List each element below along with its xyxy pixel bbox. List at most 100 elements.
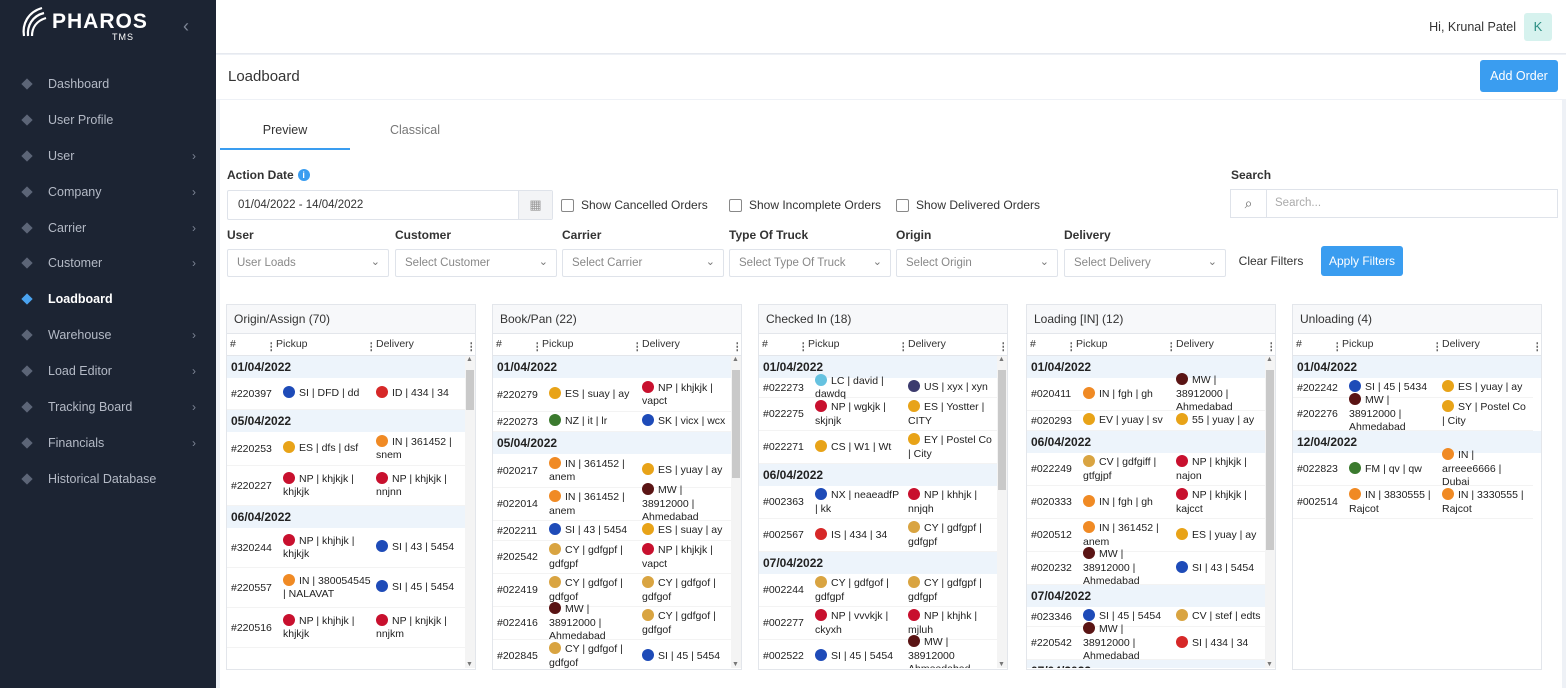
scrollbar[interactable]: ▲ ▼	[1265, 356, 1275, 668]
order-id[interactable]: #022419	[497, 584, 538, 596]
load-row[interactable]: #022249 CV | gdfgiff | gtfgjpf NP | khjkjk…	[1027, 453, 1267, 486]
scrollbar-thumb[interactable]	[1266, 370, 1274, 550]
grid-header-delivery[interactable]: Delivery	[642, 338, 680, 350]
order-id[interactable]: #022823	[1297, 463, 1338, 475]
load-row[interactable]: #023346 SI | 45 | 5454 CV | stef | edts	[1027, 607, 1267, 627]
show-cancelled-checkbox[interactable]: Show Cancelled Orders	[561, 198, 708, 212]
tab-preview[interactable]: Preview	[220, 110, 350, 150]
load-row[interactable]: #220516 NP | khjhjk | khjkjk NP | knjkjk |…	[227, 608, 467, 648]
clear-filters-button[interactable]: Clear Filters	[1233, 246, 1309, 276]
load-row[interactable]: #220397 SI | DFD | dd ID | 434 | 34	[227, 378, 467, 410]
load-row[interactable]: #220279 ES | suay | ay NP | khjkjk | vapct	[493, 378, 733, 412]
load-row[interactable]: #202542 CY | gdfgpf | gdfgpf NP | khjkjk |…	[493, 541, 733, 574]
grid-header-delivery[interactable]: Delivery	[1442, 338, 1480, 350]
column-menu-icon[interactable]: ⋮	[266, 341, 277, 353]
order-id[interactable]: #202242	[1297, 381, 1338, 394]
order-id[interactable]: #220557	[231, 581, 272, 594]
grid-header-delivery[interactable]: Delivery	[1176, 338, 1214, 350]
scrollbar[interactable]: ▲ ▼	[997, 356, 1007, 668]
load-row[interactable]: #220253 ES | dfs | dsf IN | 361452 | snem	[227, 432, 467, 466]
grid-header-pickup[interactable]: Pickup	[542, 338, 574, 350]
grid-header-num[interactable]: #	[762, 338, 768, 350]
sidebar-item-company[interactable]: Company ›	[0, 174, 216, 210]
scrollbar-thumb[interactable]	[466, 370, 474, 410]
sidebar-item-dashboard[interactable]: Dashboard	[0, 66, 216, 102]
column-menu-icon[interactable]: ⋮	[1432, 341, 1443, 353]
order-id[interactable]: #002244	[763, 584, 804, 596]
order-id[interactable]: #020232	[1031, 562, 1072, 574]
order-id[interactable]: #202211	[497, 524, 538, 537]
order-id[interactable]: #002522	[763, 650, 804, 662]
order-id[interactable]: #202276	[1297, 408, 1338, 420]
load-row[interactable]: #020217 IN | 361452 | anem ES | yuay | ay	[493, 454, 733, 488]
column-menu-icon[interactable]: ⋮	[632, 341, 643, 353]
load-row[interactable]: #002277 NP | vvvkjk | ckyxh NP | khjhk | m…	[759, 607, 999, 640]
load-row[interactable]: #022823 FM | qv | qw IN | arreee6666 | Dub…	[1293, 448, 1533, 488]
collapse-sidebar-icon[interactable]: ‹	[183, 16, 189, 36]
load-row[interactable]: #002514 IN | 3830555 | Rajcot IN | 3330555…	[1293, 486, 1533, 519]
load-row[interactable]: #220273 NZ | it | lr SK | vicx | wcx	[493, 412, 733, 432]
column-menu-icon[interactable]: ⋮	[466, 341, 476, 353]
delivery-select[interactable]: Select Delivery ⌄	[1064, 249, 1226, 277]
order-id[interactable]: #022416	[497, 617, 538, 629]
order-id[interactable]: #022275	[763, 408, 804, 420]
sidebar-item-historical-database[interactable]: Historical Database	[0, 461, 216, 497]
sidebar-item-customer[interactable]: Customer ›	[0, 245, 216, 281]
checkbox-box[interactable]	[729, 198, 742, 212]
grid-header-pickup[interactable]: Pickup	[1076, 338, 1108, 350]
load-row[interactable]: #002567 IS | 434 | 34 CY | gdfgpf | gdfgpf	[759, 519, 999, 552]
order-id[interactable]: #020411	[1031, 388, 1072, 400]
column-menu-icon[interactable]: ⋮	[366, 341, 377, 353]
scrollbar[interactable]: ▲ ▼	[731, 356, 741, 668]
column-menu-icon[interactable]: ⋮	[1532, 341, 1542, 353]
scroll-up-icon[interactable]: ▲	[1266, 356, 1273, 363]
user-select[interactable]: User Loads ⌄	[227, 249, 389, 277]
order-id[interactable]: #020293	[1031, 414, 1072, 427]
tab-classical[interactable]: Classical	[389, 123, 440, 137]
scroll-down-icon[interactable]: ▼	[998, 661, 1005, 668]
column-menu-icon[interactable]: ⋮	[1166, 341, 1177, 353]
grid-header-num[interactable]: #	[1296, 338, 1302, 350]
order-id[interactable]: #020333	[1031, 496, 1072, 508]
order-id[interactable]: #202845	[497, 650, 538, 662]
order-id[interactable]: #022271	[763, 441, 804, 453]
load-row[interactable]: #022273 LC | david | dawdq US | xyx | xyn	[759, 373, 999, 400]
sidebar-item-financials[interactable]: Financials ›	[0, 425, 216, 461]
checkbox-box[interactable]	[561, 198, 574, 212]
scroll-down-icon[interactable]: ▼	[466, 661, 473, 668]
order-id[interactable]: #220397	[231, 387, 272, 400]
load-row[interactable]: #022275 NP | wgkjk | skjnjk ES | Yostter |…	[759, 398, 999, 431]
load-row[interactable]: #020232 MW | 38912000 | Ahmedabad SI | 43 …	[1027, 547, 1267, 587]
load-row[interactable]: #020411 IN | fgh | gh MW | 38912000 | Ahme…	[1027, 373, 1267, 413]
grid-header-num[interactable]: #	[1030, 338, 1036, 350]
scrollbar[interactable]: ▲ ▼	[465, 356, 475, 668]
apply-filters-button[interactable]: Apply Filters	[1321, 246, 1403, 276]
add-order-button[interactable]: Add Order	[1480, 60, 1558, 92]
order-id[interactable]: #320244	[231, 541, 272, 554]
user-greeting[interactable]: Hi, Krunal Patel	[1429, 20, 1516, 34]
sidebar-item-tracking-board[interactable]: Tracking Board ›	[0, 389, 216, 425]
grid-header-pickup[interactable]: Pickup	[808, 338, 840, 350]
column-menu-icon[interactable]: ⋮	[798, 341, 809, 353]
info-icon[interactable]: i	[297, 169, 310, 181]
scrollbar-thumb[interactable]	[998, 370, 1006, 490]
load-row[interactable]: #220227 NP | khjkjk | khjkjk NP | khjkjk |…	[227, 466, 467, 506]
order-id[interactable]: #022014	[497, 498, 538, 510]
truck-select[interactable]: Select Type Of Truck ⌄	[729, 249, 891, 277]
brand-logo[interactable]: PHAROS TMS ‹	[0, 0, 216, 56]
scroll-up-icon[interactable]: ▲	[732, 356, 739, 363]
load-row[interactable]: #220557 IN | 380054545 | NALAVAT SI | 45 |…	[227, 568, 467, 608]
sidebar-item-loadboard[interactable]: Loadboard	[0, 281, 216, 317]
load-row[interactable]: #320244 NP | khjhjk | khjkjk SI | 43 | 545…	[227, 528, 467, 568]
order-id[interactable]: #220279	[497, 388, 538, 401]
order-id[interactable]: #022273	[763, 381, 804, 394]
scroll-up-icon[interactable]: ▲	[466, 356, 473, 363]
load-row[interactable]: #202242 SI | 45 | 5434 ES | yuay | ay	[1293, 378, 1533, 398]
order-id[interactable]: #002363	[763, 496, 804, 508]
grid-header-delivery[interactable]: Delivery	[376, 338, 414, 350]
load-row[interactable]: #002363 NX | neaeadfP | kk NP | khhjk | nn…	[759, 486, 999, 519]
sidebar-item-warehouse[interactable]: Warehouse ›	[0, 317, 216, 353]
load-row[interactable]: #020333 IN | fgh | gh NP | khjkjk | kajcct	[1027, 486, 1267, 519]
column-menu-icon[interactable]: ⋮	[1066, 341, 1077, 353]
order-id[interactable]: #220227	[231, 479, 272, 492]
